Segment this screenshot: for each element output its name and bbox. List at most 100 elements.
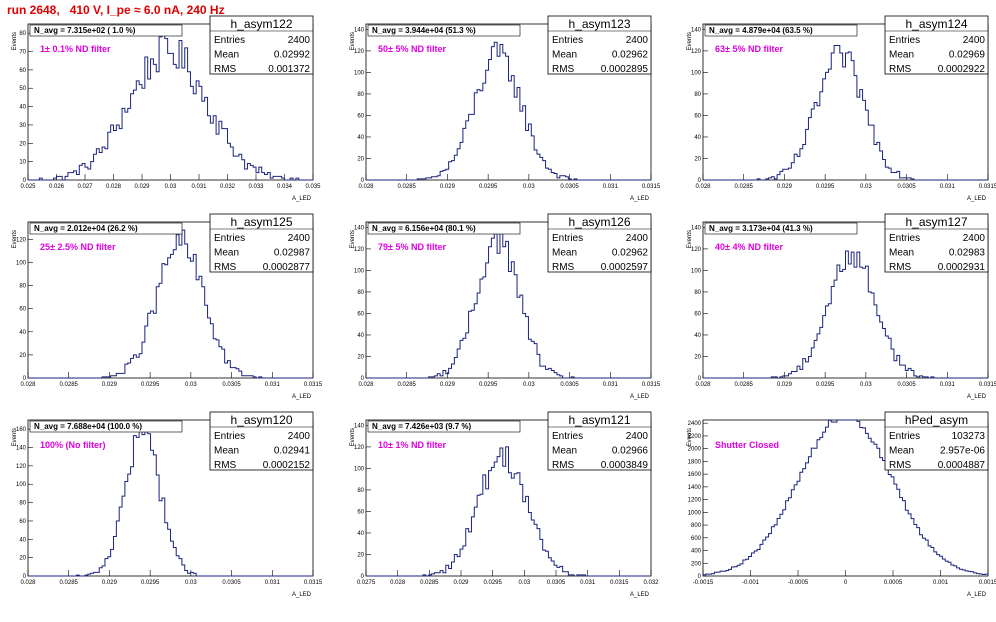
x-tick-label: 0.0285 (60, 382, 79, 388)
y-tick-label: 400 (691, 549, 702, 555)
x-tick-label: 0.028 (358, 382, 374, 388)
stats-value: 2400 (963, 233, 986, 244)
y-tick-label: 120 (354, 247, 365, 253)
x-tick-label: 0.0315 (642, 184, 661, 190)
stats-title: h_asym126 (568, 215, 630, 229)
x-tick-label: 0.029 (777, 382, 793, 388)
y-tick-label: 40 (357, 333, 364, 339)
stats-value: 0.0002152 (263, 460, 311, 471)
stats-box (547, 411, 652, 471)
x-tick-label: 0.0005 (884, 580, 903, 586)
y-axis-label: Events (350, 32, 356, 50)
stats-value: 0.0004887 (938, 460, 986, 471)
y-tick-label: 40 (694, 135, 701, 141)
navg-box (29, 24, 183, 37)
histogram-series-h_asym122 (28, 34, 313, 181)
histogram-series-hPed_asym (702, 419, 989, 576)
x-tick-label: 0.032 (220, 184, 236, 190)
stats-value: 2400 (626, 431, 649, 442)
y-tick-label: 100 (16, 482, 27, 488)
stats-title: h_asym122 (230, 17, 292, 31)
filter-label: Shutter Closed (715, 440, 779, 450)
y-tick-label: 20 (19, 141, 26, 147)
y-tick-label: 20 (357, 354, 364, 360)
x-tick-label: 0.033 (248, 184, 264, 190)
stats-label: RMS (552, 460, 575, 471)
stats-value: 0.02966 (612, 446, 649, 457)
x-tick-label: 0.028 (20, 382, 36, 388)
histogram-series-h_asym121 (366, 446, 651, 577)
x-tick-label: 0.03 (185, 580, 197, 586)
histogram-panel-h_asym127: Events A_LED 0 20 40 60 80 100 120 140 0.028 0.0285… (687, 213, 996, 400)
y-tick-label: 40 (19, 330, 26, 336)
stats-label: Mean (889, 446, 914, 457)
x-tick-label: 0.028 (695, 382, 711, 388)
navg-box (704, 222, 858, 235)
y-axis-label: Events (687, 230, 693, 248)
y-tick-label: 20 (19, 353, 26, 359)
navg-label: N_avg = 7.426e+03 (9.7 %) (372, 422, 472, 431)
x-tick-label: 0.0305 (897, 184, 916, 190)
y-tick-label: 80 (19, 284, 26, 290)
x-tick-label: 0.0285 (398, 184, 417, 190)
y-tick-label: 0 (361, 574, 365, 580)
stats-label: Mean (214, 248, 239, 259)
y-tick-label: 0 (361, 376, 365, 382)
y-axis-label: Events (12, 428, 18, 446)
x-tick-label: 0.031 (940, 382, 956, 388)
y-tick-label: 0 (23, 376, 27, 382)
x-tick-label: 0.0305 (560, 184, 579, 190)
x-axis-label: A_LED (967, 394, 987, 400)
y-tick-label: 120 (354, 445, 365, 451)
y-tick-label: 60 (19, 68, 26, 74)
stats-label: Entries (214, 233, 245, 244)
x-tick-label: 0.0315 (610, 580, 629, 586)
x-tick-label: 0.0285 (60, 580, 79, 586)
stats-value: 0.0002877 (263, 262, 311, 273)
x-tick-label: 0.0285 (420, 580, 439, 586)
y-axis-label: Events (687, 32, 693, 50)
histogram-panel-h_asym124: Events A_LED 0 20 40 60 80 100 120 140 0.028 0.0285… (687, 15, 996, 202)
stats-value: 2.957e-06 (940, 446, 985, 457)
y-tick-label: 40 (357, 531, 364, 537)
filter-label: 50± 5% ND filter (378, 44, 446, 54)
stats-box (547, 15, 652, 75)
y-tick-label: 80 (357, 290, 364, 296)
histogram-series-h_asym125 (28, 229, 313, 379)
histogram-panel-h_asym121: Events A_LED 0 20 40 60 80 100 120 140 0.0275 0.028… (350, 411, 659, 598)
stats-label: Entries (214, 35, 245, 46)
y-tick-label: 100 (354, 466, 365, 472)
stats-label: Mean (889, 50, 914, 61)
x-tick-label: 0.028 (390, 580, 406, 586)
y-tick-label: 0 (698, 574, 702, 580)
histogram-panel-h_asym125: Events A_LED 0 20 40 60 80 100 120 0.028 0.0285 0.0… (12, 213, 323, 400)
navg-box (367, 24, 521, 37)
y-tick-label: 80 (357, 488, 364, 494)
stats-label: Mean (214, 50, 239, 61)
stats-label: Entries (889, 431, 920, 442)
histogram-panel-h_asym126: Events A_LED 0 20 40 60 80 100 120 140 0.028 0.0285… (350, 213, 661, 400)
y-tick-label: 100 (691, 70, 702, 76)
histogram-panel-h_asym120: Events A_LED 0 20 40 60 80 100 120 140 160 0.028 0.0… (12, 411, 323, 598)
navg-label: N_avg = 4.879e+04 (63.5 %) (709, 26, 813, 35)
stats-label: Mean (552, 446, 577, 457)
stats-box (209, 411, 314, 471)
y-tick-label: 140 (354, 225, 365, 231)
y-tick-label: 0 (361, 178, 365, 184)
y-tick-label: 50 (19, 86, 26, 92)
stats-value: 0.001372 (268, 64, 310, 75)
x-tick-label: 0.0275 (357, 580, 376, 586)
filter-label: 100% (No filter) (40, 440, 106, 450)
x-tick-label: 0.026 (49, 184, 65, 190)
y-tick-label: 100 (16, 260, 27, 266)
x-tick-label: 0.0315 (979, 184, 996, 190)
stats-title: h_asym127 (905, 215, 967, 229)
x-tick-label: 0.03 (518, 580, 530, 586)
filter-label: 40± 4% ND filter (715, 242, 783, 252)
y-tick-label: 120 (16, 237, 27, 243)
histogram-panel-h_asym122: Events A_LED 0 10 20 30 40 50 60 70 80 0.025 0.026 0.… (12, 15, 321, 202)
x-axis-label: A_LED (292, 196, 312, 202)
x-tick-label: 0.029 (440, 382, 456, 388)
x-tick-label: 0.0305 (897, 382, 916, 388)
